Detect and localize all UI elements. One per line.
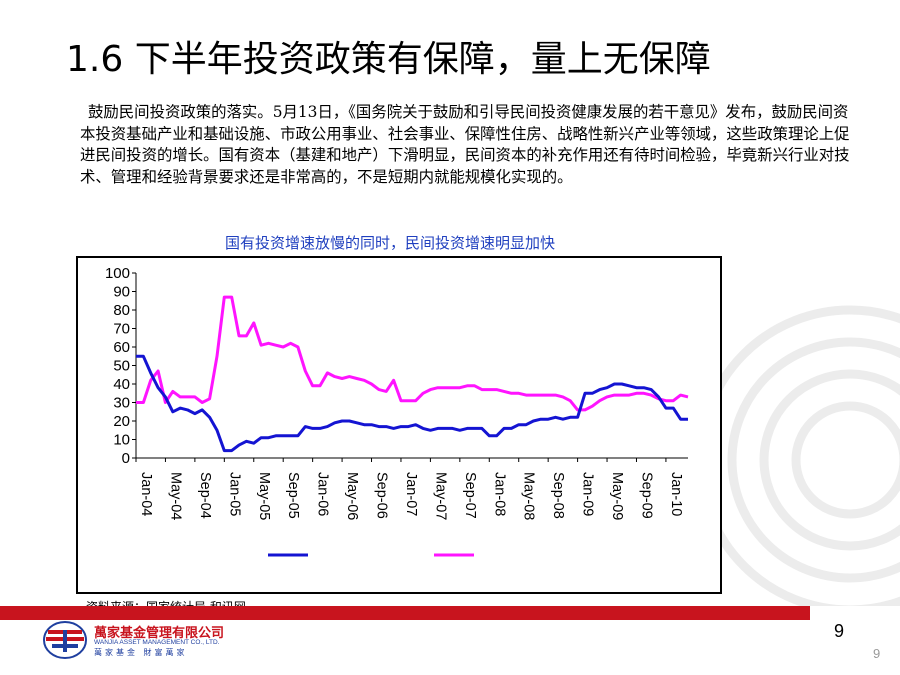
y-tick-label: 80: [113, 302, 130, 319]
page-number-small: 9: [873, 646, 881, 661]
y-tick-label: 90: [113, 284, 130, 301]
x-tick-label: Jan-06: [315, 472, 331, 516]
x-tick-label: Jan-08: [491, 472, 507, 516]
x-tick-label: Jan-07: [403, 472, 419, 516]
x-tick-label: Sep-08: [550, 472, 566, 519]
x-tick-label: Sep-07: [462, 472, 478, 519]
wanjia-emblem-icon: [43, 621, 87, 659]
x-tick-label: Jan-10: [668, 472, 684, 516]
company-logo: 萬家基金管理有限公司 WANJIA ASSET MANAGEMENT CO., …: [42, 620, 242, 660]
x-tick-label: May-05: [256, 472, 272, 520]
x-tick-label: May-09: [609, 472, 625, 520]
slide-title: 1.6 下半年投资政策有保障，量上无保障: [66, 39, 711, 80]
logo-name-en: WANJIA ASSET MANAGEMENT CO., LTD.: [94, 639, 220, 646]
footer-band: [0, 606, 900, 620]
x-tick-label: May-04: [167, 472, 183, 520]
footer-band-gap: [810, 606, 900, 620]
y-tick-label: 70: [113, 321, 130, 338]
x-tick-label: Sep-04: [197, 472, 213, 519]
x-tick-label: May-07: [432, 472, 448, 520]
logo-slogan: 萬家基金 財富萬家: [94, 648, 188, 657]
series-line-blue: [136, 354, 688, 453]
y-tick-label: 40: [113, 376, 130, 393]
y-tick-label: 30: [113, 395, 130, 412]
page-number: 9: [834, 621, 845, 641]
x-tick-label: Sep-09: [638, 472, 654, 519]
y-tick-label: 0: [122, 450, 130, 467]
x-tick-label: Sep-05: [285, 472, 301, 519]
y-tick-label: 50: [113, 358, 130, 375]
x-tick-label: Sep-06: [374, 472, 390, 519]
chart-frame: 0 10 20 30 40 50 60 70 80 90 100 Jan-04 May-04 Sep-0…: [76, 256, 722, 594]
y-tick-label: 100: [105, 265, 130, 282]
y-tick-label: 20: [113, 413, 130, 430]
body-paragraph: 鼓励民间投资政策的落实。5月13日，《国务院关于鼓励和引导民间投资健康发展的若干…: [80, 103, 850, 186]
chart-title: 国有投资增速放慢的同时，民间投资增速明显加快: [224, 234, 555, 252]
logo-name-cn: 萬家基金管理有限公司: [94, 626, 225, 641]
x-tick-label: Jan-05: [226, 472, 242, 516]
y-tick-label: 10: [113, 432, 130, 449]
x-tick-label: May-06: [344, 472, 360, 520]
x-tick-label: Jan-04: [138, 472, 154, 516]
x-tick-label: May-08: [521, 472, 537, 520]
y-tick-label: 60: [113, 339, 130, 356]
series-line-magenta: [136, 295, 689, 412]
x-tick-label: Jan-09: [580, 472, 596, 516]
